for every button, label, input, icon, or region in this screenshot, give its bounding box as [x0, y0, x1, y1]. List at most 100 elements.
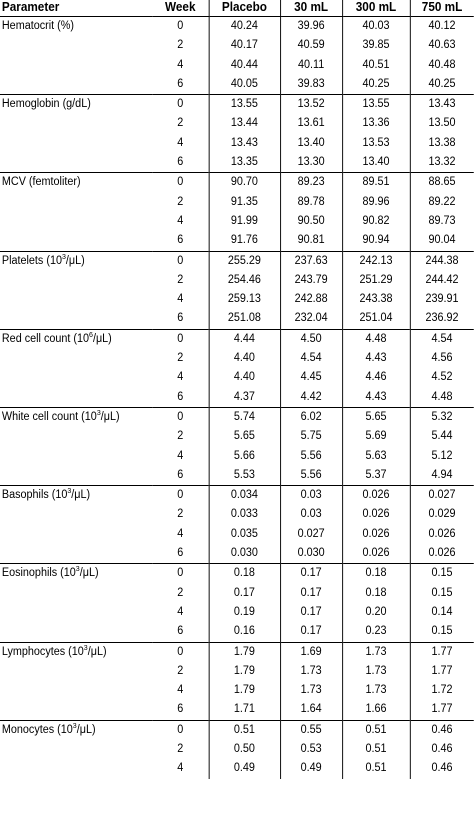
cell-week: 0 [152, 641, 209, 662]
parameter-cell-empty [0, 290, 152, 309]
cell-placebo: 4.40 [208, 368, 281, 388]
cell-300ml: 0.026 [341, 524, 410, 545]
cell-week: 6 [177, 312, 184, 325]
cell-300ml: 4.43 [341, 349, 410, 369]
cell-placebo: 5.65 [208, 427, 281, 447]
header-parameter: Parameter [0, 0, 153, 17]
parameter-label-hemoglobin: Hemoglobin (g/dL) [0, 94, 153, 115]
parameter-cell-empty [0, 36, 152, 55]
parameter-label-red-cell-count: Red cell count (106/μL) [0, 328, 153, 350]
unit-suffix: /μL) [71, 489, 91, 502]
cell-750ml: 0.027 [409, 485, 474, 506]
cell-placebo: 4.44 [208, 328, 281, 350]
cell-week: 0 [177, 20, 184, 32]
cell-placebo: 40.24 [208, 16, 281, 37]
cell-30ml: 0.027 [279, 524, 343, 545]
cell-week: 6 [177, 547, 184, 560]
cell-week: 0 [152, 172, 209, 193]
cell-30ml: 0.03 [279, 485, 343, 506]
cell-750ml: 5.44 [409, 427, 474, 447]
cell-750ml: 4.52 [409, 368, 474, 388]
table-row: 4 1.79 1.73 1.73 1.72 [0, 681, 474, 701]
unit-exponent: 3 [96, 408, 101, 418]
parameter-label-eosinophils: Eosinophils (103/μL) [0, 563, 153, 584]
cell-placebo: 90.70 [208, 172, 281, 193]
parameter-cell-empty [0, 584, 152, 603]
cell-placebo: 1.79 [208, 681, 281, 701]
cell-30ml: 232.04 [279, 309, 343, 330]
cell-week: 2 [177, 39, 184, 52]
cell-750ml: 239.91 [409, 290, 474, 310]
cell-30ml: 0.49 [279, 759, 343, 779]
table-row: Hematocrit (%) 0 40.24 39.96 40.03 40.12 [0, 16, 474, 37]
cell-300ml: 0.51 [341, 719, 410, 740]
cell-30ml: 0.17 [279, 563, 343, 584]
table-row: 2 4.40 4.54 4.43 4.56 [0, 349, 474, 369]
cell-week: 2 [177, 508, 184, 521]
cell-30ml: 39.83 [279, 74, 343, 95]
unit-suffix: /μL) [79, 567, 99, 580]
cell-750ml: 4.48 [409, 387, 474, 408]
table-row: Red cell count (106/μL) 0 4.44 4.50 4.48 4.54 [0, 328, 474, 350]
cell-750ml: 236.92 [409, 309, 474, 330]
cell-placebo: 0.50 [208, 739, 281, 760]
unit-exponent: 3 [72, 720, 77, 730]
table-row: 2 91.35 89.78 89.96 89.22 [0, 192, 474, 212]
parameter-cell-empty [0, 681, 152, 700]
cell-750ml: 0.026 [409, 524, 474, 545]
table-row: 6 5.53 5.56 5.37 4.94 [0, 465, 474, 486]
cell-week: 6 [177, 77, 184, 90]
parameter-name: Platelets (10 [1, 254, 62, 267]
unit-exponent: 3 [75, 564, 80, 574]
cell-week: 4 [177, 527, 184, 540]
cell-300ml: 0.18 [341, 583, 410, 603]
cell-750ml: 40.48 [409, 55, 474, 75]
cell-30ml: 6.02 [279, 406, 343, 428]
cell-30ml: 13.30 [279, 153, 343, 173]
cell-750ml: 13.32 [409, 153, 474, 173]
cell-placebo: 40.44 [208, 55, 281, 75]
unit-exponent: 6 [89, 329, 93, 339]
cell-750ml: 0.15 [409, 622, 474, 642]
cell-300ml: 1.73 [341, 681, 410, 701]
cell-week: 6 [177, 156, 184, 169]
cell-750ml: 0.46 [409, 719, 474, 740]
parameter-name: Red cell count (10 [1, 332, 90, 345]
header-week: Week [152, 0, 209, 17]
table-row: 6 0.16 0.17 0.23 0.15 [0, 622, 474, 642]
cell-750ml: 89.22 [409, 192, 474, 212]
cell-300ml: 13.55 [341, 94, 410, 115]
cell-week: 2 [177, 742, 184, 755]
table-row: MCV (femtoliter) 0 90.70 89.23 89.51 88.65 [0, 172, 474, 193]
cell-week: 0 [152, 719, 209, 740]
cell-750ml: 90.04 [409, 231, 474, 252]
cell-week: 4 [177, 684, 184, 697]
cell-placebo: 0.034 [208, 485, 281, 506]
cell-300ml: 40.03 [341, 16, 410, 37]
table-row: 6 251.08 232.04 251.04 236.92 [0, 309, 474, 330]
table-row: 2 40.17 40.59 39.85 40.63 [0, 36, 474, 56]
cell-750ml: 40.25 [409, 74, 474, 95]
unit-suffix: /μL) [100, 410, 120, 423]
table-row: 4 5.66 5.56 5.63 5.12 [0, 446, 474, 466]
table-row: 2 0.033 0.03 0.026 0.029 [0, 505, 474, 525]
parameter-label-platelets: Platelets (103/μL) [0, 250, 153, 271]
cell-30ml: 0.17 [279, 583, 343, 603]
cell-30ml: 13.52 [279, 94, 343, 115]
table-row: 6 0.030 0.030 0.026 0.026 [0, 544, 474, 564]
cell-week: 6 [177, 234, 184, 247]
unit-suffix: /μL) [65, 254, 85, 267]
table-row: 4 91.99 90.50 90.82 89.73 [0, 211, 474, 232]
table-row: 2 254.46 243.79 251.29 244.42 [0, 270, 474, 291]
cell-300ml: 4.46 [341, 368, 410, 388]
parameter-cell-empty [0, 231, 152, 251]
cell-300ml: 13.36 [341, 114, 410, 134]
cell-300ml: 251.04 [341, 309, 410, 330]
cell-placebo: 13.43 [208, 133, 281, 154]
cell-30ml: 4.45 [279, 368, 343, 388]
cell-750ml: 4.56 [409, 349, 474, 369]
cell-placebo: 254.46 [208, 270, 281, 291]
cell-30ml: 40.11 [279, 55, 343, 75]
cell-750ml: 13.50 [409, 114, 474, 134]
cell-placebo: 0.51 [208, 719, 281, 740]
